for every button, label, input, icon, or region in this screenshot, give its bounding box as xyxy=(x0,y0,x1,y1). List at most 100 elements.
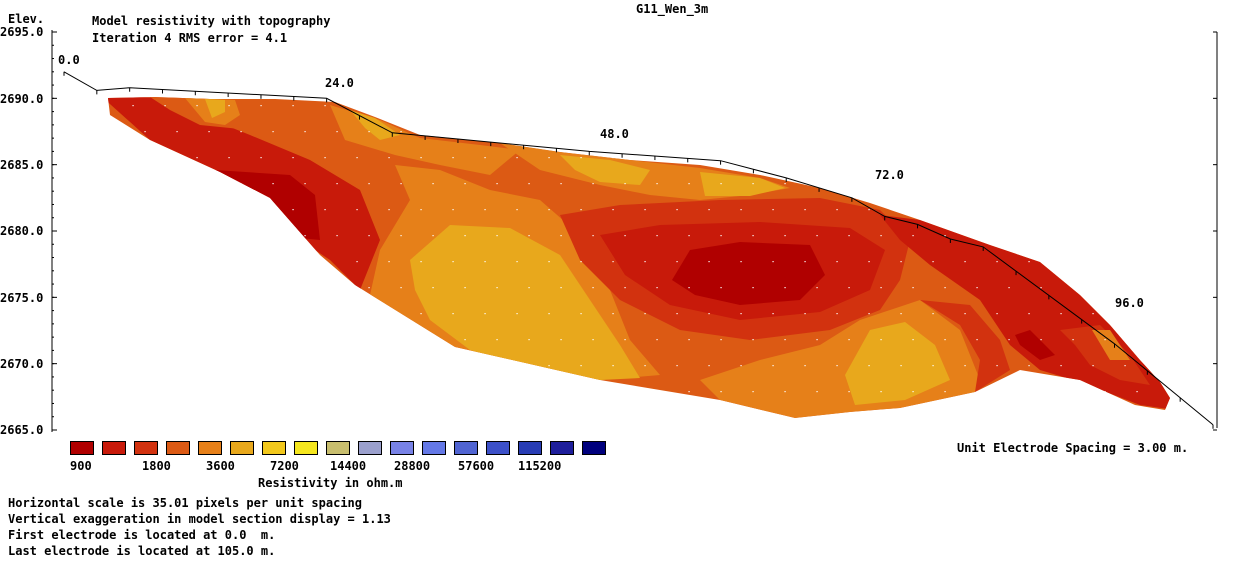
model-point xyxy=(304,287,306,289)
model-point xyxy=(880,235,882,237)
model-point xyxy=(240,235,242,237)
model-point xyxy=(912,131,914,133)
model-point xyxy=(1008,339,1010,341)
legend-swatch xyxy=(390,441,414,455)
model-point xyxy=(612,417,614,418)
model-point xyxy=(1060,417,1062,418)
model-point xyxy=(516,313,518,315)
model-point xyxy=(1092,209,1094,211)
model-point xyxy=(484,365,486,367)
model-point xyxy=(612,365,614,367)
model-point xyxy=(292,209,294,211)
model-point xyxy=(100,209,101,210)
model-point xyxy=(816,235,818,237)
model-point xyxy=(912,391,914,393)
model-point xyxy=(272,339,274,341)
model-point xyxy=(1072,131,1074,133)
model-point xyxy=(400,391,402,393)
model-point xyxy=(304,339,306,341)
model-point xyxy=(336,391,338,393)
model-point xyxy=(368,339,370,341)
model-point xyxy=(324,417,326,418)
model-point xyxy=(420,365,422,367)
model-point xyxy=(528,131,530,133)
model-point xyxy=(388,157,390,159)
model-point xyxy=(784,287,786,289)
model-point xyxy=(356,417,358,418)
model-point xyxy=(176,131,178,133)
model-point xyxy=(1008,287,1010,289)
model-point xyxy=(964,209,966,211)
model-point xyxy=(1168,391,1170,393)
legend-swatch xyxy=(550,441,574,455)
model-point xyxy=(464,287,466,289)
model-point xyxy=(208,391,210,393)
model-point xyxy=(496,235,498,237)
model-point xyxy=(900,105,902,107)
model-point xyxy=(132,261,134,263)
model-point xyxy=(516,365,518,367)
model-point xyxy=(868,417,870,418)
model-point xyxy=(420,417,422,418)
model-point xyxy=(356,365,358,367)
model-point xyxy=(752,391,754,393)
model-point xyxy=(420,313,422,315)
model-point xyxy=(624,391,626,393)
model-point xyxy=(528,339,530,341)
model-point xyxy=(676,365,678,367)
model-point xyxy=(976,339,978,341)
legend-tick-label: 900 xyxy=(70,459,92,473)
model-point xyxy=(804,313,806,315)
footer-line-4: Last electrode is located at 105.0 m. xyxy=(8,544,276,558)
model-point xyxy=(944,287,946,289)
model-point xyxy=(100,261,101,262)
model-point xyxy=(164,313,166,315)
model-point xyxy=(580,261,582,263)
model-point xyxy=(484,105,486,107)
model-point xyxy=(932,313,934,315)
model-point xyxy=(900,261,902,263)
model-point xyxy=(132,365,134,367)
model-point xyxy=(196,157,198,159)
model-point xyxy=(484,157,486,159)
model-point xyxy=(688,287,690,289)
model-point xyxy=(452,365,454,367)
model-point xyxy=(1136,287,1138,289)
model-point xyxy=(976,391,978,393)
model-point xyxy=(1124,261,1126,263)
model-point xyxy=(848,183,850,185)
model-point xyxy=(132,417,134,418)
model-point xyxy=(1124,313,1126,315)
model-point xyxy=(400,131,402,133)
model-point xyxy=(196,105,198,107)
model-point xyxy=(144,287,146,289)
model-point xyxy=(592,339,594,341)
model-point xyxy=(516,209,518,211)
model-point xyxy=(720,235,722,237)
model-point xyxy=(772,105,774,107)
model-point xyxy=(484,261,486,263)
model-point xyxy=(496,287,498,289)
model-point xyxy=(740,105,742,107)
model-point xyxy=(772,261,774,263)
model-point xyxy=(176,391,178,393)
model-point xyxy=(1072,183,1074,185)
model-point xyxy=(836,105,838,107)
model-point xyxy=(548,261,550,263)
model-point xyxy=(868,105,870,107)
zone-topleft-yellow xyxy=(205,99,225,118)
model-point xyxy=(1028,105,1030,107)
model-point xyxy=(1072,339,1074,341)
model-point xyxy=(112,287,114,289)
legend-tick-label: 28800 xyxy=(394,459,431,473)
model-point xyxy=(304,391,306,393)
model-point xyxy=(944,339,946,341)
model-point xyxy=(740,313,742,315)
model-point xyxy=(420,105,422,107)
model-point xyxy=(1040,131,1042,133)
model-point xyxy=(336,235,338,237)
model-point xyxy=(260,417,262,418)
model-point xyxy=(900,157,902,159)
legend-swatch xyxy=(454,441,478,455)
model-point xyxy=(848,339,850,341)
